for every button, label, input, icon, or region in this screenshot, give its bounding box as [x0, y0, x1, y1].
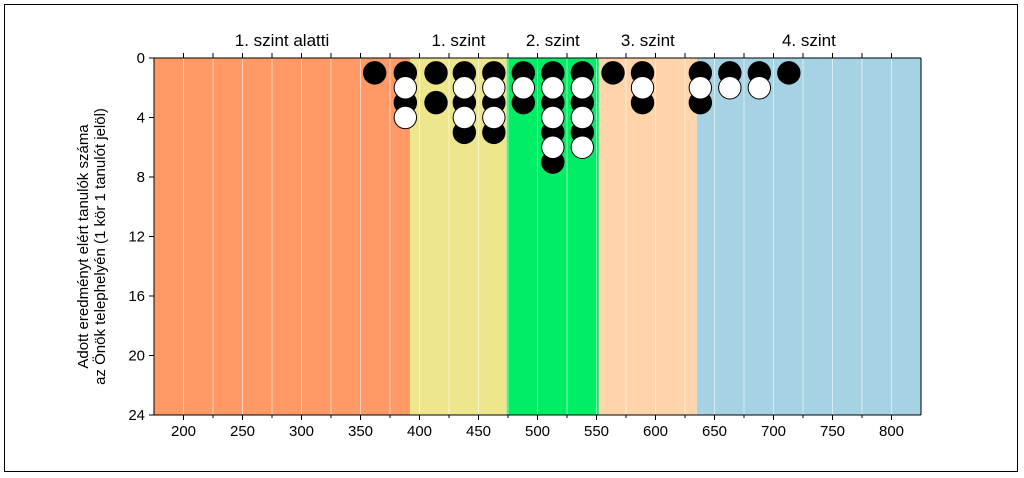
- student-circle: [747, 76, 772, 100]
- student-circle: [570, 76, 595, 100]
- y-axis-title-line-1: Adott eredményt elért tanulók száma: [75, 124, 92, 369]
- x-tick-label: 600: [643, 423, 668, 440]
- student-circle: [482, 76, 506, 100]
- student-circle: [688, 76, 713, 100]
- band-label-2: 1. szint: [432, 31, 486, 50]
- x-tick-label: 550: [584, 423, 609, 440]
- x-tick-label: 800: [879, 423, 904, 440]
- x-tick-label: 400: [407, 423, 432, 440]
- band-1: [154, 58, 411, 415]
- student-circle: [452, 105, 477, 130]
- x-tick-label: 450: [466, 423, 491, 440]
- student-circle: [511, 76, 536, 100]
- x-tick-label: 750: [820, 423, 845, 440]
- x-tick-label: 700: [761, 423, 786, 440]
- y-tick-label: 24: [128, 407, 145, 424]
- y-tick-label: 0: [137, 50, 145, 67]
- x-tick-label: 300: [289, 423, 314, 440]
- y-tick-label: 4: [137, 110, 145, 127]
- band-label-3: 2. szint: [526, 31, 580, 50]
- student-circle: [718, 76, 742, 100]
- y-tick-label: 8: [137, 169, 145, 186]
- student-circle: [452, 76, 477, 100]
- student-circle: [630, 76, 655, 100]
- y-tick-label: 20: [128, 348, 145, 365]
- band-label-1: 1. szint alatti: [235, 31, 330, 50]
- student-circle: [424, 90, 448, 115]
- band-label-4: 3. szint: [621, 31, 675, 50]
- y-axis-title-line-2: az Önök telephelyén (1 kör 1 tanulót jel…: [91, 108, 109, 385]
- x-tick-label: 650: [702, 423, 727, 440]
- data-points: [362, 61, 801, 174]
- grid-lines: [183, 58, 892, 415]
- band-labels: 1. szint alatti 1. szint 2. szint 3. szint 4…: [183, 31, 892, 58]
- x-tick-label: 350: [348, 423, 373, 440]
- student-circle: [362, 61, 387, 85]
- student-circle: [777, 61, 801, 85]
- y-tick-label: 12: [128, 229, 145, 246]
- student-circle: [570, 105, 595, 130]
- tick-labels: 200 250 300 350 400 450 500 550 600 650 700 750 800 0…: [128, 50, 904, 440]
- student-circle: [424, 61, 448, 85]
- student-circle: [601, 61, 625, 85]
- student-circle: [393, 105, 418, 130]
- x-tick-label: 500: [525, 423, 550, 440]
- x-tick-label: 250: [230, 423, 255, 440]
- student-circle: [541, 76, 565, 100]
- student-circle: [570, 135, 595, 159]
- student-circle: [482, 105, 506, 130]
- y-axis-title: Adott eredményt elért tanulók számaaz Ön…: [75, 108, 109, 385]
- band-label-5: 4. szint: [782, 31, 836, 50]
- y-tick-label: 16: [128, 288, 145, 305]
- x-tick-label: 200: [171, 423, 196, 440]
- student-circle: [541, 105, 565, 130]
- band-5: [696, 58, 921, 415]
- student-circle: [393, 76, 418, 100]
- student-circle: [541, 135, 565, 159]
- band-4: [598, 58, 697, 415]
